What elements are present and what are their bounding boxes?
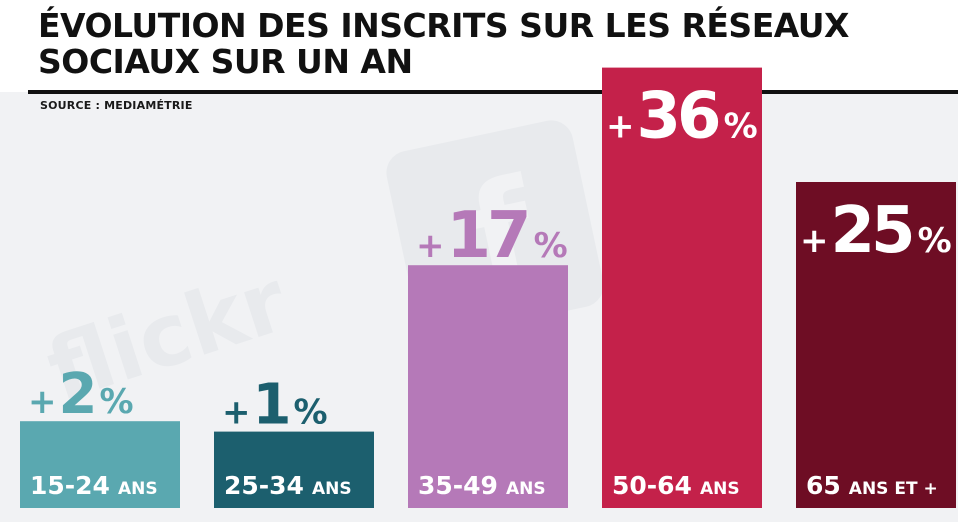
value-label-4: +36% [606,80,758,154]
value-number: 36 [637,80,720,154]
category-unit: ANS [312,479,352,499]
value-label-5: +25% [800,194,952,268]
category-label-2: 25-34 ANS [224,471,352,500]
category-label-3: 35-49 ANS [418,471,546,500]
bar-4 [602,67,762,508]
value-number: 1 [253,373,289,438]
value-sign: + [416,226,445,266]
value-label-1: +2% [28,362,134,427]
category-unit: ANS [506,479,546,499]
bar-5 [796,182,956,508]
value-unit: % [724,107,758,147]
category-number: 35-49 [418,471,498,500]
category-unit: ANS ET + [849,479,938,499]
value-sign: + [800,221,829,261]
value-unit: % [918,221,952,261]
category-label-4: 50-64 ANS [612,471,740,500]
value-unit: % [99,382,133,422]
category-number: 25-34 [224,471,304,500]
value-label-2: +1% [222,373,328,438]
value-unit: % [293,393,327,433]
category-number: 15-24 [30,471,110,500]
value-number: 2 [59,362,94,427]
value-unit: % [534,226,568,266]
category-number: 65 [806,471,841,500]
value-sign: + [222,393,251,433]
value-label-3: +17% [416,199,568,273]
value-sign: + [606,107,635,147]
category-unit: ANS [700,479,740,499]
category-label-5: 65 ANS ET + [806,471,938,500]
source-note: SOURCE : MEDIAMÉTRIE [40,99,193,112]
bar-3 [408,265,568,508]
header: ÉVOLUTION DES INSCRITS SUR LES RÉSEAUX S… [0,0,958,92]
value-number: 17 [447,199,528,273]
value-sign: + [28,382,57,422]
category-number: 50-64 [612,471,692,500]
category-label-1: 15-24 ANS [30,471,158,500]
bar-2 [214,431,374,508]
category-unit: ANS [118,479,158,499]
bar-1 [20,421,180,508]
title-divider [28,90,958,94]
page-title: ÉVOLUTION DES INSCRITS SUR LES RÉSEAUX S… [38,6,850,81]
value-number: 25 [831,194,913,268]
